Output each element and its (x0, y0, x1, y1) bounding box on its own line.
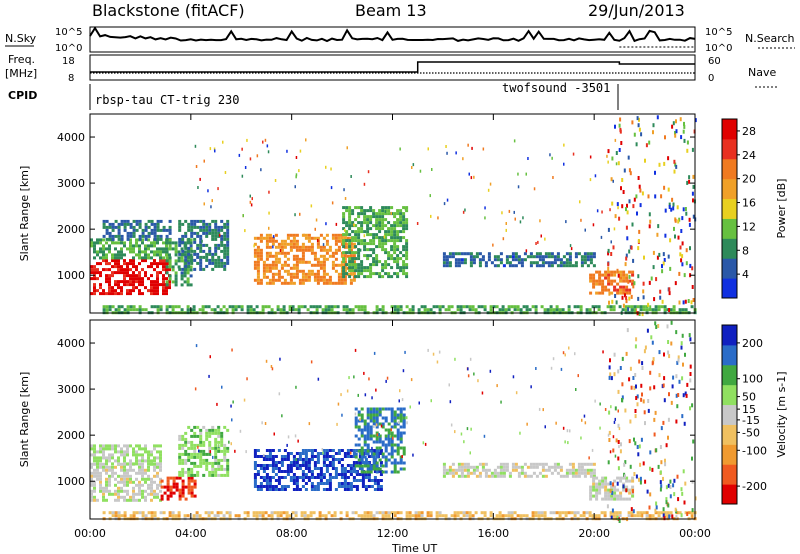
y-tick-label: 3000 (57, 177, 85, 190)
x-tick-label: 00:00 (679, 527, 711, 540)
power-panel: 1000 2000 3000 4000 Slant Range [km] (18, 113, 697, 317)
x-tick-label: 20:00 (578, 527, 610, 540)
colorbar-label: Velocity [m s-1] (775, 371, 788, 457)
y-axis-label: Slant Range [km] (18, 372, 31, 468)
colorbar-swatch (722, 198, 737, 219)
colorbar-tick-label: 24 (742, 149, 756, 162)
nsky-label: N.Sky (5, 32, 37, 45)
colorbar-swatch (722, 258, 737, 279)
colorbar-tick-label: 4 (742, 268, 749, 281)
freq-unit-label: [MHz] (5, 67, 37, 80)
echo-region (253, 233, 356, 285)
colorbar-tick-label: -200 (742, 480, 767, 493)
noise-panel: N.Sky 10^5 10^0 10^5 10^0 N.Search (5, 26, 795, 54)
colorbar-swatch (722, 464, 737, 485)
colorbar-tick-label: 200 (742, 337, 763, 350)
velocity-panel: 1000 2000 3000 4000 Slant Range [km] (18, 319, 697, 523)
colorbar-swatch (722, 325, 737, 346)
cpid-label: CPID (8, 89, 37, 102)
freq-panel: Freq. [MHz] 18 8 60 0 Nave (5, 53, 778, 88)
y-tick-label: 1000 (57, 269, 85, 282)
y-tick-label: 2000 (57, 223, 85, 236)
noise-sky-line (89, 26, 696, 43)
echo-region (178, 219, 230, 271)
power-colorbar: 4 8 12 16 20 24 28 Power [dB] (721, 118, 788, 299)
y-axis-label: Slant Range [km] (18, 166, 31, 262)
colorbar-tick-label: 50 (742, 391, 756, 404)
time-axis: 00:00 04:00 08:00 12:00 16:00 20:00 00:00 (74, 527, 711, 540)
nave-label: Nave (748, 66, 776, 79)
colorbar-swatch (722, 404, 737, 425)
echo-region (102, 219, 172, 241)
cpid-name-1: rbsp-tau CT-trig 230 (95, 93, 240, 107)
nave-tick-low: 0 (708, 73, 714, 84)
date-title: 29/Jun/2013 (588, 1, 685, 20)
colorbar-swatch (722, 384, 737, 406)
echo-region (442, 252, 596, 268)
cpid-name-2: twofsound -3501 (502, 81, 610, 95)
colorbar-tick-label: 100 (742, 373, 763, 386)
cpid-strip: CPID rbsp-tau CT-trig 230 twofsound -350… (8, 81, 619, 110)
colorbar-swatch (722, 178, 737, 200)
colorbar-tick-label: 20 (742, 173, 756, 186)
y-tick-label: 2000 (57, 429, 85, 442)
x-tick-label: 04:00 (175, 527, 207, 540)
x-tick-label: 00:00 (74, 527, 106, 540)
noise-tick-high-left: 10^5 (55, 27, 82, 38)
nsearch-label: N.Search (745, 32, 795, 45)
x-tick-label: 08:00 (276, 527, 308, 540)
colorbar-tick-label: -15 (742, 414, 760, 427)
echo-region (90, 238, 171, 260)
freq-line (90, 61, 695, 73)
colorbar-tick-label: 28 (742, 125, 756, 138)
beam-title: Beam 13 (355, 1, 427, 20)
freq-tick-low: 8 (68, 73, 74, 84)
colorbar-swatch (722, 444, 737, 465)
colorbar-swatch (722, 278, 737, 299)
echo-region (442, 462, 596, 478)
colorbar-swatch (722, 238, 737, 259)
colorbar-swatch (722, 218, 737, 239)
colorbar-label: Power [dB] (775, 179, 788, 239)
colorbar-swatch (722, 424, 737, 445)
colorbar-tick-label: 16 (742, 197, 756, 210)
colorbar-tick-label: 15 (742, 403, 756, 416)
noise-tick-low-right: 10^0 (705, 43, 732, 54)
echo-region (342, 206, 409, 279)
y-tick-label: 4000 (57, 131, 85, 144)
colorbar-tick-label: 12 (742, 220, 756, 233)
noise-tick-low-left: 10^0 (55, 43, 82, 54)
x-tick-label: 12:00 (377, 527, 409, 540)
y-tick-label: 4000 (57, 337, 85, 350)
radar-title: Blackstone (fitACF) (92, 1, 245, 20)
scatter-echoes (194, 115, 697, 317)
colorbar-swatch (722, 364, 737, 386)
echo-region (178, 425, 230, 477)
nave-tick-high: 60 (708, 56, 721, 67)
colorbar-tick-label: -100 (742, 444, 767, 457)
colorbar-tick-label: -50 (742, 426, 760, 439)
echo-region (90, 444, 162, 466)
y-tick-label: 1000 (57, 475, 85, 488)
colorbar-swatch (722, 138, 737, 160)
y-tick-label: 3000 (57, 383, 85, 396)
scatter-echoes (194, 320, 697, 523)
echo-region (90, 462, 162, 502)
echo-region (160, 476, 197, 501)
colorbar-swatch (722, 344, 737, 366)
noise-tick-high-right: 10^5 (705, 27, 732, 38)
freq-tick-high: 18 (62, 56, 75, 67)
echo-region (589, 476, 635, 501)
colorbar-tick-label: 8 (742, 244, 749, 257)
x-axis-title: Time UT (391, 542, 437, 554)
freq-label: Freq. (8, 53, 35, 66)
colorbar-swatch (722, 158, 737, 180)
colorbar-swatch (722, 484, 737, 505)
x-tick-label: 16:00 (477, 527, 509, 540)
colorbar-swatch (722, 119, 737, 140)
echo-region (354, 407, 406, 474)
